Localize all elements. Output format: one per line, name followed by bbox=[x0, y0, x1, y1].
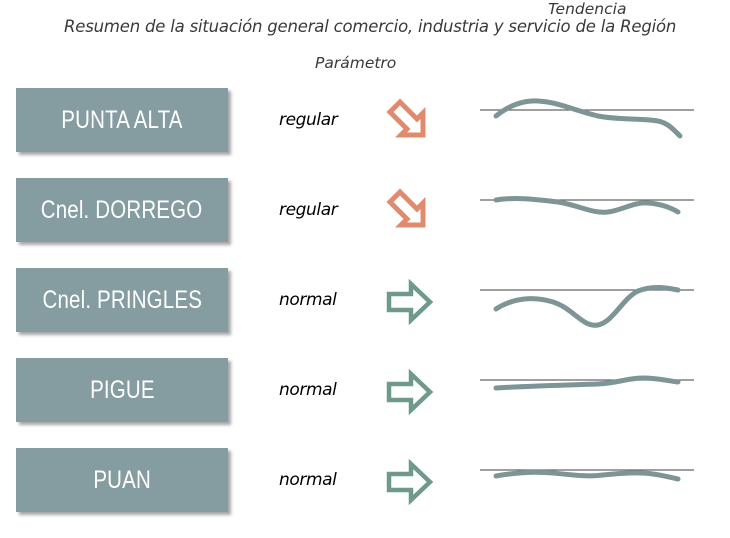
region-label-box: PUNTA ALTA bbox=[16, 88, 228, 152]
region-row: Cnel. PRINGLES normal bbox=[0, 268, 730, 358]
status-text: regular bbox=[279, 110, 338, 130]
parameter-header: Parámetro bbox=[315, 54, 397, 72]
region-name: Cnel. DORREGO bbox=[41, 195, 203, 224]
arrow-right-icon bbox=[386, 368, 434, 416]
region-row: PUAN normal bbox=[0, 448, 730, 538]
trend-chart bbox=[480, 98, 694, 139]
region-label-box: PUAN bbox=[16, 448, 228, 512]
arrow-down-right-icon bbox=[386, 98, 426, 138]
trend-header: Tendencia bbox=[548, 0, 627, 18]
trend-chart bbox=[480, 196, 694, 215]
arrow-right-icon bbox=[386, 458, 434, 506]
trend-line bbox=[493, 285, 681, 328]
trend-chart bbox=[480, 469, 694, 482]
region-name: PUNTA ALTA bbox=[61, 105, 183, 134]
page-title: Resumen de la situación general comercio… bbox=[64, 17, 677, 36]
arrow-down-right-icon bbox=[386, 188, 426, 228]
region-label-box: Cnel. PRINGLES bbox=[16, 268, 228, 332]
region-row: PUNTA ALTA regular bbox=[0, 88, 730, 178]
region-name: PIGUE bbox=[89, 375, 155, 404]
trend-line bbox=[493, 469, 681, 482]
trend-line bbox=[493, 375, 681, 391]
region-name: Cnel. PRINGLES bbox=[42, 285, 202, 314]
region-name: PUAN bbox=[93, 465, 151, 494]
trend-line bbox=[493, 196, 681, 215]
status-text: normal bbox=[279, 470, 337, 490]
region-row: Cnel. DORREGO regular bbox=[0, 178, 730, 268]
arrow-right-icon bbox=[386, 278, 434, 326]
trend-chart bbox=[480, 285, 694, 328]
status-text: normal bbox=[279, 290, 337, 310]
trend-line bbox=[493, 98, 683, 139]
region-label-box: PIGUE bbox=[16, 358, 228, 422]
status-text: regular bbox=[279, 200, 338, 220]
status-text: normal bbox=[279, 380, 337, 400]
region-row: PIGUE normal bbox=[0, 358, 730, 448]
region-label-box: Cnel. DORREGO bbox=[16, 178, 228, 242]
trend-chart bbox=[480, 375, 694, 391]
